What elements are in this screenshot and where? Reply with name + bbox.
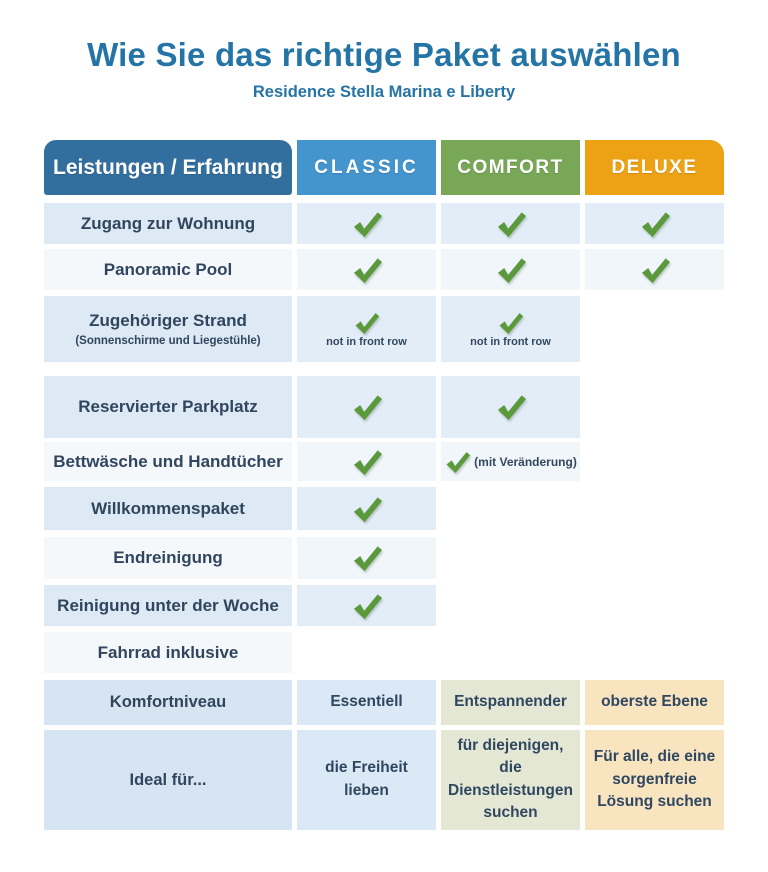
check-icon — [495, 256, 527, 284]
feature-row-wochenreinigung: Reinigung unter der Woche — [44, 585, 724, 626]
cell-deluxe: oberste Ebene — [585, 680, 724, 725]
cell-deluxe: not in front row — [441, 296, 580, 362]
feature-label-main: Zugehöriger Strand — [89, 310, 247, 330]
check-icon — [351, 256, 383, 284]
cell-deluxe — [441, 376, 580, 438]
cell-note: (mit Veränderung) — [474, 454, 577, 469]
cell-classic — [297, 249, 436, 290]
feature-label: Panoramic Pool — [44, 249, 292, 290]
cell-comfort: für diejenigen, die Dienstleistungen suc… — [441, 730, 580, 830]
cell-comfort — [441, 203, 580, 244]
cell-classic: die Freiheit lieben — [297, 730, 436, 830]
cell-deluxe — [585, 203, 724, 244]
feature-row-endreinigung: Endreinigung — [44, 537, 724, 579]
feature-row-pool: Panoramic Pool — [44, 249, 724, 290]
check-icon — [351, 448, 383, 476]
check-icon — [444, 450, 471, 474]
summary-row-ideal-fuer: Ideal für... die Freiheit lieben für die… — [44, 730, 724, 830]
cell-deluxe — [297, 537, 436, 579]
cell-deluxe: Für alle, die eine sorgenfreie Lösung su… — [585, 730, 724, 830]
cell-note: not in front row — [326, 335, 407, 348]
feature-sublabel: (Sonnenschirme und Liegestühle) — [75, 334, 261, 347]
feature-label: Reinigung unter der Woche — [44, 585, 292, 626]
cell-classic — [297, 203, 436, 244]
cell-text: Entspannender — [454, 693, 567, 711]
infographic-page: Wie Sie das richtige Paket auswählen Res… — [0, 36, 768, 872]
feature-label: Komfortniveau — [44, 680, 292, 725]
feature-label: Willkommenspaket — [44, 487, 292, 530]
cell-deluxe — [297, 585, 436, 626]
check-icon — [497, 311, 524, 335]
column-header-features: Leistungen / Erfahrung — [44, 140, 292, 195]
cell-classic: Essentiell — [297, 680, 436, 725]
cell-comfort: not in front row — [297, 296, 436, 362]
column-header-deluxe: DELUXE — [585, 140, 724, 195]
check-icon — [351, 544, 383, 572]
check-icon — [351, 495, 383, 523]
comparison-table: Leistungen / Erfahrung CLASSIC COMFORT D… — [44, 140, 724, 830]
feature-row-strand: Zugehöriger Strand (Sonnenschirme und Li… — [44, 296, 724, 362]
feature-label: Zugang zur Wohnung — [44, 203, 292, 244]
feature-label: Ideal für... — [44, 730, 292, 830]
check-icon — [351, 393, 383, 421]
feature-label: Fahrrad inklusive — [44, 632, 292, 673]
page-title: Wie Sie das richtige Paket auswählen — [87, 36, 681, 73]
cell-text: oberste Ebene — [601, 693, 708, 711]
header-row: Leistungen / Erfahrung CLASSIC COMFORT D… — [44, 140, 724, 195]
cell-text: Für alle, die eine sorgenfreie Lösung su… — [593, 748, 716, 811]
feature-row-fahrrad: Fahrrad inklusive — [44, 632, 724, 673]
check-icon — [495, 393, 527, 421]
feature-label: Bettwäsche und Handtücher — [44, 442, 292, 481]
column-header-comfort: COMFORT — [441, 140, 580, 195]
cell-deluxe: (mit Veränderung) — [441, 442, 580, 481]
summary-row-komfortniveau: Komfortniveau Essentiell Entspannender o… — [44, 680, 724, 725]
cell-text: die Freiheit lieben — [325, 759, 408, 799]
check-icon — [353, 311, 380, 335]
feature-row-willkommen: Willkommenspaket — [44, 487, 724, 530]
check-icon — [351, 210, 383, 238]
cell-deluxe — [297, 487, 436, 530]
cell-text: Essentiell — [330, 693, 403, 711]
cell-deluxe — [585, 249, 724, 290]
cell-comfort — [297, 442, 436, 481]
cell-comfort — [297, 376, 436, 438]
feature-label: Reservierter Parkplatz — [44, 376, 292, 438]
check-icon — [639, 256, 671, 284]
cell-text: für diejenigen, die Dienstleistungen suc… — [448, 737, 573, 822]
check-icon — [351, 592, 383, 620]
feature-row-parkplatz: Reservierter Parkplatz — [44, 376, 724, 438]
feature-row-zugang: Zugang zur Wohnung — [44, 203, 724, 244]
feature-label: Endreinigung — [44, 537, 292, 579]
feature-row-bettwaesche: Bettwäsche und Handtücher (mit Veränderu… — [44, 442, 724, 481]
cell-comfort — [441, 249, 580, 290]
column-header-classic: CLASSIC — [297, 140, 436, 195]
check-icon — [639, 210, 671, 238]
cell-comfort: Entspannender — [441, 680, 580, 725]
cell-note: not in front row — [470, 335, 551, 348]
page-subtitle: Residence Stella Marina e Liberty — [252, 83, 516, 101]
check-icon — [495, 210, 527, 238]
feature-label: Zugehöriger Strand (Sonnenschirme und Li… — [44, 296, 292, 362]
